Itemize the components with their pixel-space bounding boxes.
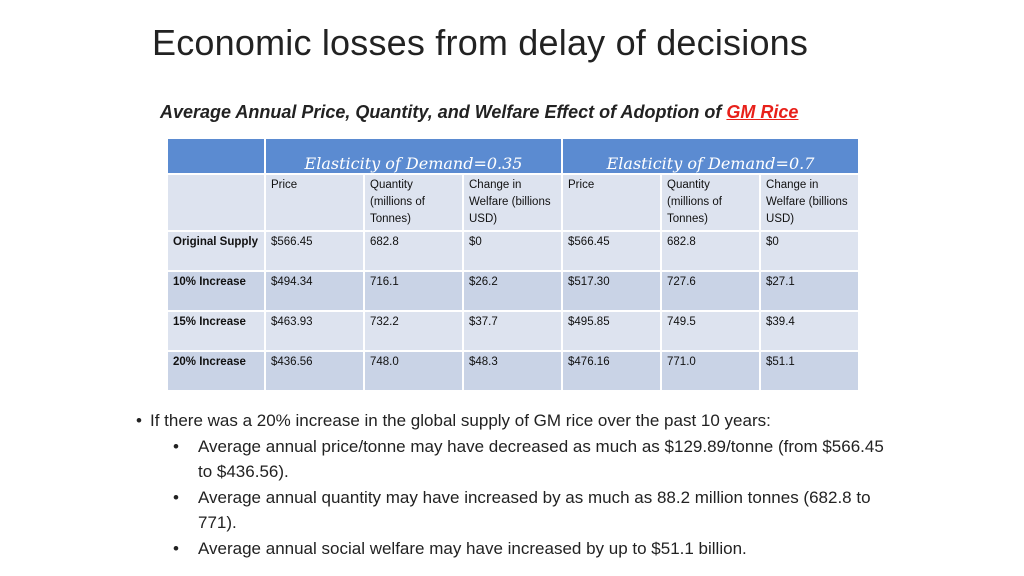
table-cell: $476.16 bbox=[561, 350, 663, 392]
sub-bullet-item: • Average annual social welfare may have … bbox=[132, 536, 898, 562]
table-row: 20% Increase $436.56 748.0 $48.3 $476.16… bbox=[166, 350, 861, 392]
table-cell: $37.7 bbox=[461, 310, 564, 352]
table-cell: 682.8 bbox=[363, 230, 464, 272]
column-header: Quantity (millions of Tonnes) bbox=[660, 173, 762, 232]
table-cell: 749.5 bbox=[660, 310, 762, 352]
table-cell: $494.34 bbox=[264, 270, 365, 312]
bullet-item: • If there was a 20% increase in the glob… bbox=[132, 408, 898, 434]
slide-title: Economic losses from delay of decisions bbox=[152, 22, 809, 63]
table-row: Original Supply $566.45 682.8 $0 $566.45… bbox=[166, 230, 861, 272]
elasticity-035-header: Elasticity of Demand=0.35 bbox=[263, 137, 564, 175]
elasticity-07-header: Elasticity of Demand=0.7 bbox=[561, 137, 861, 175]
sub-bullet-text: Average annual quantity may have increas… bbox=[198, 487, 871, 533]
table-cell: $495.85 bbox=[561, 310, 663, 352]
table-cell: 727.6 bbox=[660, 270, 762, 312]
table-cell: $517.30 bbox=[561, 270, 663, 312]
sub-bullet-text: Average annual price/tonne may have decr… bbox=[198, 436, 884, 482]
welfare-table: Elasticity of Demand=0.35 Elasticity of … bbox=[166, 137, 861, 392]
sub-bullet-item: • Average annual quantity may have increa… bbox=[132, 485, 898, 536]
bullet-dot-icon: • bbox=[173, 487, 179, 507]
table-cell: $39.4 bbox=[759, 310, 861, 352]
table-cell: $48.3 bbox=[461, 350, 564, 392]
row-label: 20% Increase bbox=[166, 350, 266, 392]
table-caption-text: Average Annual Price, Quantity, and Welf… bbox=[160, 102, 727, 122]
table-row: 10% Increase $494.34 716.1 $26.2 $517.30… bbox=[166, 270, 861, 312]
table-cell: 732.2 bbox=[363, 310, 464, 352]
gm-rice-highlight: GM Rice bbox=[726, 102, 799, 122]
bullet-dot-icon: • bbox=[173, 538, 179, 558]
column-header: Quantity (millions of Tonnes) bbox=[363, 173, 464, 232]
table-cell: $463.93 bbox=[264, 310, 365, 352]
table-cell: $566.45 bbox=[561, 230, 663, 272]
table-column-header-row: Price Quantity (millions of Tonnes) Chan… bbox=[166, 173, 861, 232]
row-label: 10% Increase bbox=[166, 270, 266, 312]
table-cell: $51.1 bbox=[759, 350, 861, 392]
table-cell: $566.45 bbox=[264, 230, 365, 272]
column-header: Change in Welfare (billions USD) bbox=[461, 173, 564, 232]
table-cell: $27.1 bbox=[759, 270, 861, 312]
column-header: Price bbox=[264, 173, 365, 232]
table-cell: $436.56 bbox=[264, 350, 365, 392]
table-caption: Average Annual Price, Quantity, and Welf… bbox=[160, 102, 798, 123]
bullet-list: • If there was a 20% increase in the glob… bbox=[132, 408, 898, 561]
table-cell: 682.8 bbox=[660, 230, 762, 272]
corner-cell bbox=[166, 137, 266, 175]
table-cell: 716.1 bbox=[363, 270, 464, 312]
table-cell: $0 bbox=[461, 230, 564, 272]
bullet-dot-icon: • bbox=[173, 436, 179, 456]
bullet-dot-icon: • bbox=[136, 411, 142, 430]
table-cell: 771.0 bbox=[660, 350, 762, 392]
table-group-header-row: Elasticity of Demand=0.35 Elasticity of … bbox=[166, 137, 861, 175]
sub-bullet-text: Average annual social welfare may have i… bbox=[198, 538, 747, 558]
table-cell: 748.0 bbox=[363, 350, 464, 392]
column-header: Price bbox=[561, 173, 663, 232]
row-label: Original Supply bbox=[166, 230, 266, 272]
row-label: 15% Increase bbox=[166, 310, 266, 352]
table-cell: $26.2 bbox=[461, 270, 564, 312]
bullet-text: If there was a 20% increase in the globa… bbox=[150, 411, 771, 430]
column-header: Change in Welfare (billions USD) bbox=[759, 173, 861, 232]
sub-bullet-item: • Average annual price/tonne may have dec… bbox=[132, 434, 898, 485]
column-header-empty bbox=[166, 173, 266, 232]
table-cell: $0 bbox=[759, 230, 861, 272]
table-row: 15% Increase $463.93 732.2 $37.7 $495.85… bbox=[166, 310, 861, 352]
